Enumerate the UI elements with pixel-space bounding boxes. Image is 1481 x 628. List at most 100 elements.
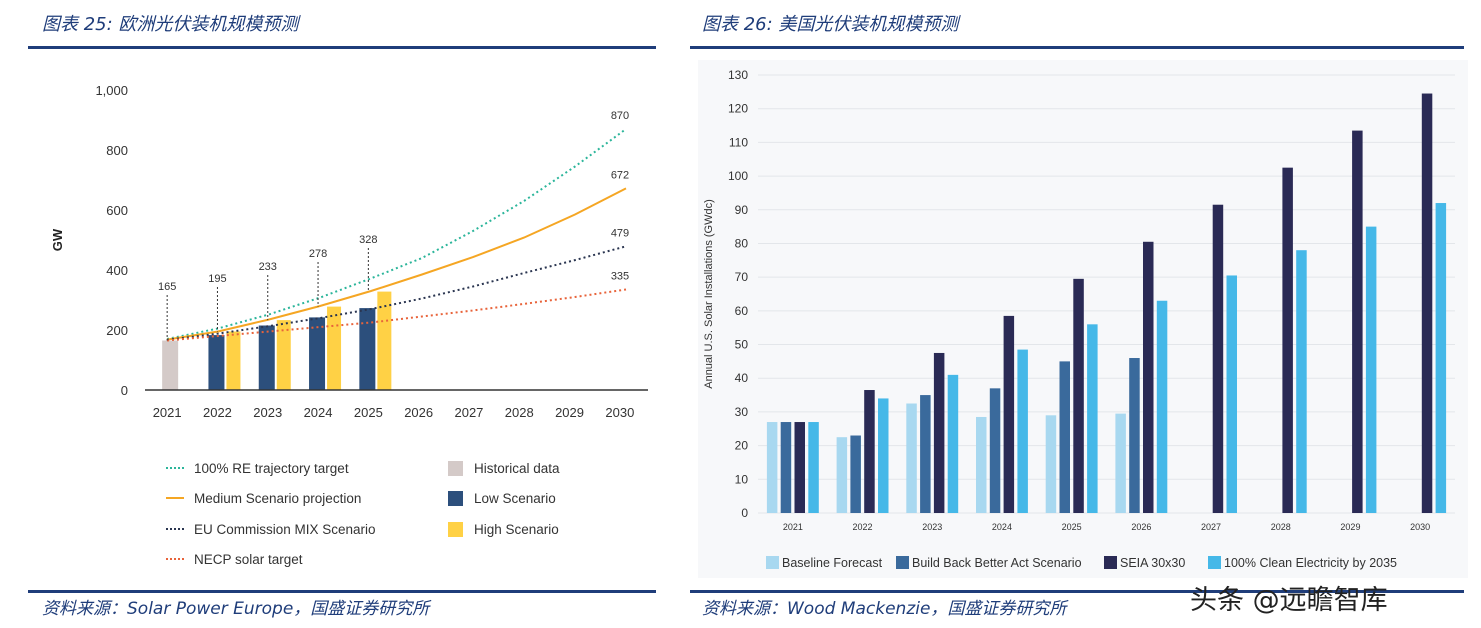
left-legend-low-scenario-swatch bbox=[448, 491, 463, 506]
right-figure: 图表 26: 美国光伏装机规模预测 0 10 20 30 40 50 60 70 80 90 100… bbox=[690, 0, 1481, 628]
left-line-end-label: 335 bbox=[611, 271, 629, 283]
right-bar-seia-30x30 bbox=[1073, 278, 1084, 513]
left-bar-low-scenario bbox=[258, 325, 275, 390]
right-bar-seia-30x30 bbox=[1282, 167, 1293, 513]
left-bar-high-scenario bbox=[327, 306, 342, 390]
right-y-tick-label: 0 bbox=[741, 506, 748, 520]
left-bar-annotation: 165 bbox=[158, 281, 176, 293]
right-bar-seia-30x30 bbox=[933, 352, 945, 513]
left-y-tick-label: 800 bbox=[106, 143, 128, 158]
left-title-rule bbox=[28, 46, 656, 49]
right-bar-baseline-forecast bbox=[766, 422, 778, 513]
right-bar-100-clean-electricity-by-2035 bbox=[1017, 349, 1028, 513]
right-legend-build-back-better-act-scenario: Build Back Better Act Scenario bbox=[912, 556, 1082, 570]
right-y-tick-label: 60 bbox=[735, 304, 749, 318]
left-bar-annotation: 278 bbox=[309, 248, 327, 260]
right-bar-100-clean-electricity-by-2035 bbox=[1435, 203, 1447, 513]
right-legend-100-clean-electricity-by-2035: 100% Clean Electricity by 2035 bbox=[1224, 556, 1397, 570]
right-x-tick-label: 2025 bbox=[1062, 522, 1082, 532]
right-bar-seia-30x30 bbox=[1143, 241, 1154, 513]
right-x-tick-label: 2030 bbox=[1410, 522, 1430, 532]
right-y-tick-label: 10 bbox=[735, 472, 749, 486]
left-x-tick-label: 2027 bbox=[454, 405, 483, 420]
left-legend-historical-data-swatch bbox=[448, 461, 463, 476]
right-y-tick-label: 40 bbox=[735, 371, 749, 385]
left-y-tick-label: 200 bbox=[106, 323, 128, 338]
left-bar-low-scenario bbox=[208, 335, 225, 390]
right-bar-baseline-forecast bbox=[836, 437, 848, 513]
left-x-tick-label: 2029 bbox=[555, 405, 584, 420]
right-x-tick-label: 2021 bbox=[783, 522, 803, 532]
right-legend-seia-30x30-swatch bbox=[1104, 556, 1117, 569]
left-line-end-label: 870 bbox=[611, 110, 629, 122]
right-bar-100-clean-electricity-by-2035 bbox=[947, 374, 959, 513]
left-source: 资料来源：Solar Power Europe，国盛证券研究所 bbox=[42, 599, 430, 619]
right-bar-100-clean-electricity-by-2035 bbox=[1226, 275, 1237, 513]
right-bar-seia-30x30 bbox=[864, 390, 875, 513]
left-y-tick-label: 0 bbox=[121, 383, 128, 398]
right-x-tick-label: 2023 bbox=[922, 522, 942, 532]
right-bar-baseline-forecast bbox=[1045, 415, 1057, 513]
right-figure-title: 图表 26: 美国光伏装机规模预测 bbox=[702, 14, 959, 35]
right-bar-100-clean-electricity-by-2035 bbox=[1365, 226, 1377, 513]
left-y-axis-label: GW bbox=[50, 228, 65, 251]
left-line-end-label: 672 bbox=[611, 169, 629, 181]
right-bar-100-clean-electricity-by-2035 bbox=[1296, 250, 1307, 513]
left-legend-low-scenario: Low Scenario bbox=[474, 491, 556, 506]
right-bar-100-clean-electricity-by-2035 bbox=[1156, 300, 1168, 513]
right-bar-baseline-forecast bbox=[976, 416, 987, 513]
right-legend-baseline-forecast-swatch bbox=[766, 556, 779, 569]
right-bar-seia-30x30 bbox=[1421, 93, 1433, 514]
left-legend-historical-data: Historical data bbox=[474, 461, 560, 476]
right-y-tick-label: 80 bbox=[735, 236, 749, 250]
right-x-tick-label: 2027 bbox=[1201, 522, 1221, 532]
right-bar-build-back-better-act-scenario bbox=[989, 388, 1001, 513]
left-y-tick-label: 600 bbox=[106, 203, 128, 218]
right-y-tick-label: 110 bbox=[729, 135, 748, 149]
left-x-tick-label: 2028 bbox=[505, 405, 534, 420]
left-line-100-re-trajectory-target bbox=[166, 128, 627, 340]
left-y-tick-label: 1,000 bbox=[95, 83, 128, 98]
left-x-tick-label: 2024 bbox=[304, 405, 333, 420]
left-chart: GW 0 200 400 600 800 1,000 2021 2022 2023 2024 2025… bbox=[50, 83, 648, 567]
left-bar-annotation: 195 bbox=[208, 273, 226, 285]
right-bar-build-back-better-act-scenario bbox=[920, 395, 931, 513]
left-bar-high-scenario bbox=[276, 320, 291, 390]
right-legend-build-back-better-act-scenario-swatch bbox=[896, 556, 909, 569]
right-bar-seia-30x30 bbox=[794, 422, 805, 513]
right-y-tick-label: 50 bbox=[735, 338, 749, 352]
left-legend-necp-solar-target: NECP solar target bbox=[194, 552, 303, 567]
left-x-tick-label: 2023 bbox=[253, 405, 282, 420]
left-legend-medium-scenario-projection: Medium Scenario projection bbox=[194, 491, 361, 506]
right-x-tick-label: 2026 bbox=[1131, 522, 1151, 532]
left-legend-high-scenario: High Scenario bbox=[474, 522, 559, 537]
left-source-rule bbox=[28, 590, 656, 593]
left-bar-historical-data bbox=[162, 340, 179, 390]
right-y-tick-label: 70 bbox=[735, 270, 749, 284]
left-line-medium-scenario-projection bbox=[166, 187, 627, 341]
right-title-rule bbox=[690, 46, 1464, 49]
left-x-tick-label: 2021 bbox=[153, 405, 182, 420]
right-y-tick-label: 100 bbox=[728, 169, 748, 183]
left-legend-100-re-trajectory-target: 100% RE trajectory target bbox=[194, 461, 349, 476]
right-x-tick-label: 2022 bbox=[853, 522, 873, 532]
left-line-necp-solar-target bbox=[166, 288, 627, 342]
right-y-tick-label: 90 bbox=[735, 203, 749, 217]
right-bar-100-clean-electricity-by-2035 bbox=[808, 422, 819, 513]
left-bar-annotation: 233 bbox=[259, 261, 277, 273]
left-bar-low-scenario bbox=[309, 317, 326, 390]
right-legend-seia-30x30: SEIA 30x30 bbox=[1120, 556, 1185, 570]
left-line-end-label: 479 bbox=[611, 227, 629, 239]
right-x-tick-label: 2024 bbox=[992, 522, 1012, 532]
right-bar-seia-30x30 bbox=[1003, 315, 1015, 513]
right-legend-baseline-forecast: Baseline Forecast bbox=[782, 556, 883, 570]
right-x-tick-label: 2029 bbox=[1340, 522, 1360, 532]
right-bar-build-back-better-act-scenario bbox=[780, 422, 792, 513]
left-bar-high-scenario bbox=[226, 331, 241, 390]
right-y-tick-label: 30 bbox=[735, 405, 749, 419]
right-bar-100-clean-electricity-by-2035 bbox=[878, 398, 889, 513]
right-source: 资料来源：Wood Mackenzie，国盛证券研究所 bbox=[702, 599, 1067, 619]
left-legend-high-scenario-swatch bbox=[448, 522, 463, 537]
left-x-tick-label: 2030 bbox=[605, 405, 634, 420]
left-bar-low-scenario bbox=[359, 308, 376, 390]
